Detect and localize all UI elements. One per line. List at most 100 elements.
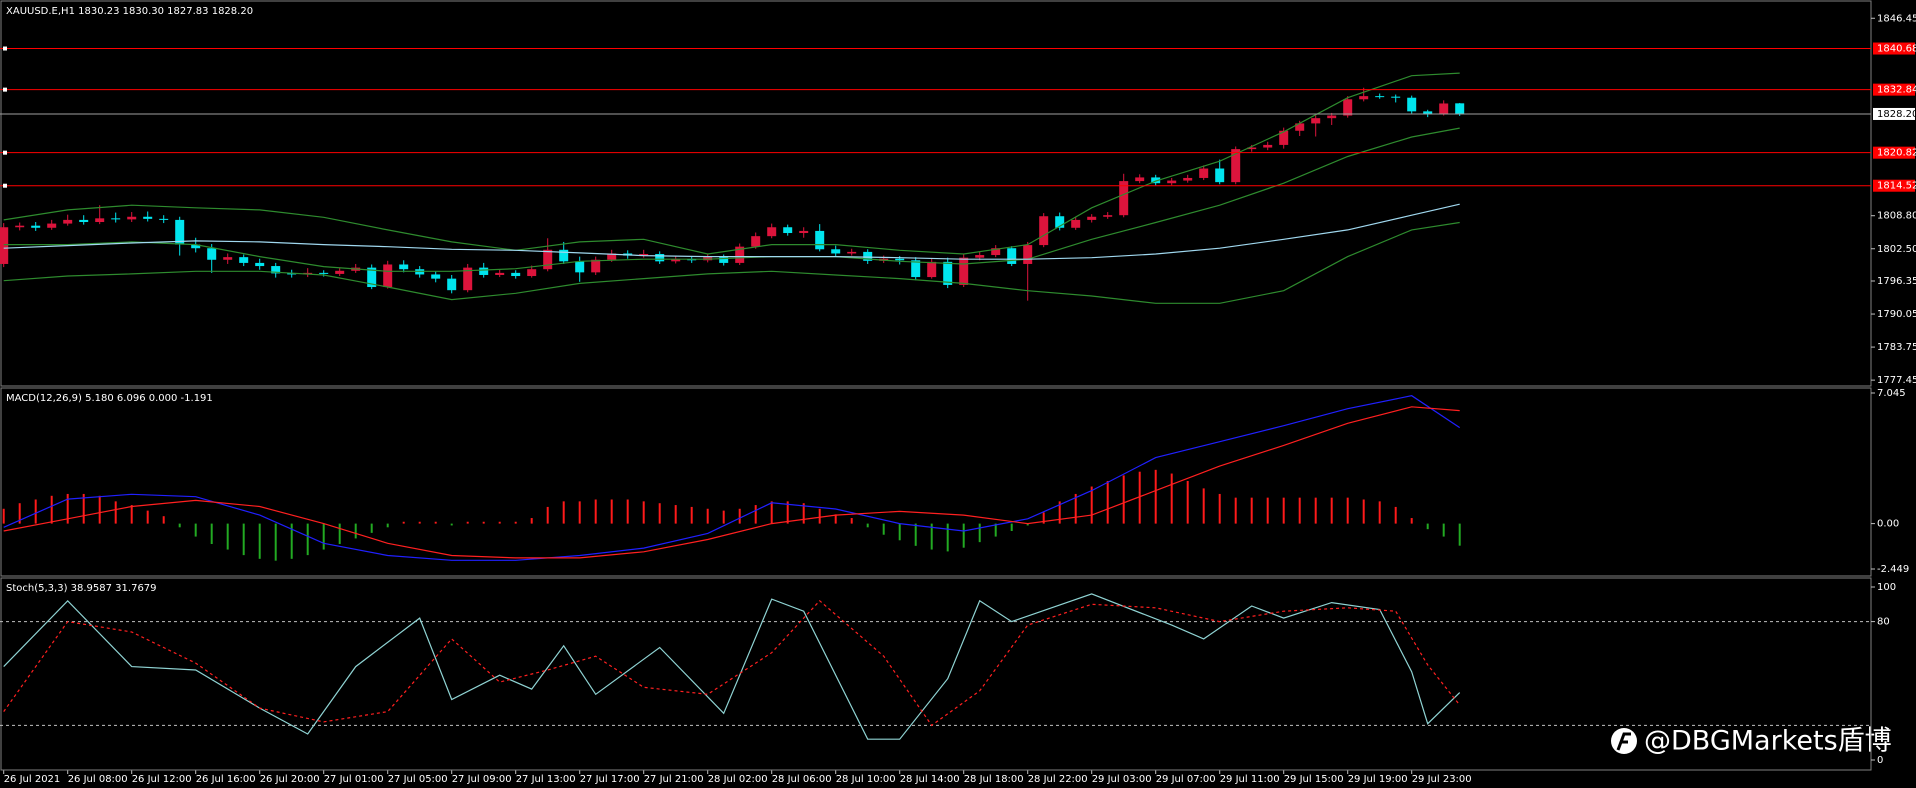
candle-body	[463, 267, 473, 291]
candle-body	[831, 249, 841, 254]
candle-body	[1295, 123, 1305, 131]
candle-body	[1375, 96, 1385, 98]
candle-body	[1167, 180, 1177, 184]
level-label: 1840.68	[1877, 44, 1916, 55]
candle-body	[671, 259, 681, 262]
candle-body	[447, 278, 457, 291]
current-price-tag	[1873, 107, 1915, 120]
candle-body	[751, 236, 761, 247]
indicator-line	[3, 593, 1461, 740]
y-tick-label: 0	[1877, 755, 1883, 766]
candle-body	[1199, 168, 1209, 178]
candle-body	[1119, 181, 1129, 216]
level-tag	[1873, 179, 1915, 192]
candle-body	[207, 248, 217, 260]
panel-frame	[0, 577, 1872, 771]
candle-body	[79, 219, 89, 223]
candle-body	[799, 230, 809, 234]
candle-body	[255, 262, 265, 267]
candle-body	[607, 253, 617, 260]
candle-body	[543, 249, 553, 270]
candle-body	[367, 267, 377, 288]
x-tick-label: 29 Jul 11:00	[1220, 774, 1280, 785]
level-handle	[3, 46, 7, 51]
candle-body	[143, 216, 153, 219]
candle-body	[1343, 99, 1353, 116]
current-price-label: 1828.20	[1877, 109, 1916, 120]
indicator-line	[3, 127, 1460, 272]
candle-body	[47, 223, 57, 228]
y-tick-label: 1790.05	[1877, 309, 1916, 320]
y-tick-label: 1777.45	[1877, 375, 1916, 386]
logo-glyph	[1616, 732, 1631, 751]
candle-body	[159, 218, 169, 220]
level-handle	[3, 183, 7, 188]
x-tick-label: 26 Jul 20:00	[260, 774, 320, 785]
candle-body	[1263, 144, 1273, 148]
candle-body	[1455, 103, 1465, 114]
y-tick-label: 7.045	[1877, 388, 1906, 399]
candle-body	[63, 219, 73, 224]
candle-body	[719, 257, 729, 263]
candle-body	[815, 230, 825, 250]
level-label: 1814.52	[1877, 181, 1916, 192]
x-tick-label: 27 Jul 13:00	[516, 774, 576, 785]
candle-body	[0, 227, 9, 264]
x-tick-label: 28 Jul 14:00	[900, 774, 960, 785]
x-tick-label: 28 Jul 06:00	[772, 774, 832, 785]
candle-body	[1007, 248, 1017, 264]
level-tag	[1873, 42, 1915, 55]
candle-body	[1023, 245, 1033, 264]
y-tick-label: 1846.45	[1877, 13, 1916, 24]
x-tick-label: 28 Jul 10:00	[836, 774, 896, 785]
candle-body	[527, 269, 537, 277]
candle-body	[1087, 216, 1097, 220]
y-tick-label: 1808.80	[1877, 211, 1916, 222]
candle-body	[943, 261, 953, 285]
candle-body	[239, 257, 249, 263]
indicator-line	[3, 72, 1460, 255]
candle-body	[591, 259, 601, 273]
candle-body	[223, 257, 233, 260]
x-tick-label: 26 Jul 08:00	[68, 774, 128, 785]
indicator-line	[3, 221, 1460, 304]
panel-title: XAUUSD.E,H1 1830.23 1830.30 1827.83 1828…	[6, 6, 253, 17]
indicator-line	[3, 395, 1461, 561]
x-tick-label: 28 Jul 02:00	[708, 774, 768, 785]
panel-frame	[0, 387, 1872, 577]
indicator-line	[3, 203, 1460, 260]
watermark-text: @DBGMarkets盾博	[1644, 726, 1892, 757]
y-tick-label: 100	[1877, 582, 1896, 593]
x-tick-label: 26 Jul 2021	[4, 774, 61, 785]
watermark: @DBGMarkets盾博	[1611, 726, 1892, 757]
y-tick-label: 1796.35	[1877, 276, 1916, 287]
candle-body	[1391, 96, 1401, 98]
candle-body	[1407, 97, 1417, 112]
candle-body	[511, 272, 521, 277]
x-tick-label: 26 Jul 12:00	[132, 774, 192, 785]
candle-body	[1231, 149, 1241, 183]
candle-body	[15, 225, 25, 228]
level-tag	[1873, 83, 1915, 96]
x-tick-label: 27 Jul 05:00	[388, 774, 448, 785]
candle-body	[495, 272, 505, 275]
panel-title: MACD(12,26,9) 5.180 6.096 0.000 -1.191	[6, 393, 213, 404]
candle-body	[847, 251, 857, 254]
panel-frame	[0, 0, 1872, 387]
candle-body	[319, 272, 329, 274]
candle-body	[911, 260, 921, 278]
candle-body	[655, 253, 665, 262]
candle-body	[735, 246, 745, 263]
candle-body	[895, 258, 905, 261]
x-tick-label: 27 Jul 21:00	[644, 774, 704, 785]
x-tick-label: 28 Jul 18:00	[964, 774, 1024, 785]
candle-body	[639, 253, 649, 256]
candle-body	[335, 270, 345, 274]
candle-body	[1039, 216, 1049, 246]
candle-body	[191, 244, 201, 249]
candle-body	[863, 251, 873, 261]
candle-body	[31, 225, 41, 228]
candle-body	[1183, 177, 1193, 181]
